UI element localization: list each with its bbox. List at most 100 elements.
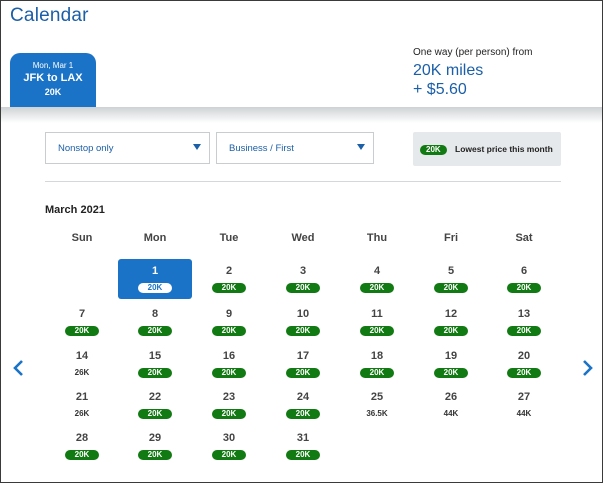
day-number: 4: [373, 265, 381, 277]
day-number: 18: [370, 350, 384, 362]
day-number: 30: [222, 432, 236, 444]
segment-tab[interactable]: Mon, Mar 1 JFK to LAX 20K: [10, 53, 96, 107]
day-cell[interactable]: 5 20K: [414, 259, 488, 299]
lowest-price-pill: 20K: [433, 283, 469, 293]
day-number: 12: [444, 308, 458, 320]
day-number: 11: [371, 308, 383, 320]
day-price: 26K: [74, 409, 90, 418]
day-cell[interactable]: 14 26K: [45, 344, 119, 384]
segment-miles: 20K: [44, 87, 62, 97]
lowest-price-pill: 20K: [506, 326, 542, 336]
day-cell[interactable]: 27 44K: [487, 385, 561, 425]
lowest-price-pill: 20K: [137, 450, 173, 460]
weekday-mon: Mon: [143, 232, 167, 244]
day-cell[interactable]: 30 20K: [192, 426, 266, 466]
day-number: 29: [148, 432, 162, 444]
weekday-tue: Tue: [219, 232, 239, 244]
legend-pill: 20K: [420, 145, 447, 155]
lowest-price-pill: 20K: [433, 368, 469, 378]
day-price: 44K: [516, 409, 532, 418]
day-cell[interactable]: 26 44K: [414, 385, 488, 425]
day-cell[interactable]: 9 20K: [192, 302, 266, 342]
day-cell[interactable]: 21 26K: [45, 385, 119, 425]
day-cell[interactable]: 2 20K: [192, 259, 266, 299]
divider: [45, 181, 561, 182]
lowest-price-pill: 20K: [137, 409, 173, 419]
page-title: Calendar: [10, 5, 89, 26]
day-cell[interactable]: 8 20K: [118, 302, 192, 342]
chevron-left-icon: [13, 360, 23, 376]
day-number: 3: [299, 265, 307, 277]
lowest-price-pill: 20K: [211, 409, 247, 419]
lowest-price-pill: 20K: [359, 326, 395, 336]
day-cell[interactable]: 3 20K: [266, 259, 340, 299]
lowest-price-pill: 20K: [285, 450, 321, 460]
lowest-price-pill: 20K: [285, 368, 321, 378]
day-cell[interactable]: 19 20K: [414, 344, 488, 384]
day-number: 24: [296, 391, 310, 403]
day-number: 7: [78, 308, 86, 320]
day-cell[interactable]: 15 20K: [118, 344, 192, 384]
weekday-sun: Sun: [71, 232, 93, 244]
day-cell[interactable]: 23 20K: [192, 385, 266, 425]
day-number: 17: [296, 350, 310, 362]
prev-month-button[interactable]: [12, 359, 26, 377]
day-number: 10: [296, 308, 310, 320]
lowest-price-pill: 20K: [433, 326, 469, 336]
day-number: 15: [148, 350, 162, 362]
day-number: 31: [296, 432, 310, 444]
cabin-dropdown[interactable]: Business / First: [216, 132, 374, 164]
day-number: 26: [444, 391, 458, 403]
day-cell[interactable]: 24 20K: [266, 385, 340, 425]
lowest-price-pill: 20K: [285, 283, 321, 293]
day-cell[interactable]: 17 20K: [266, 344, 340, 384]
lowest-price-pill: 20K: [506, 283, 542, 293]
day-price: 26K: [74, 368, 90, 377]
day-cell[interactable]: 12 20K: [414, 302, 488, 342]
stops-value: Nonstop only: [58, 143, 114, 154]
day-number: 23: [222, 391, 236, 403]
lowest-price-pill: 20K: [359, 368, 395, 378]
day-cell[interactable]: 20 20K: [487, 344, 561, 384]
day-cell[interactable]: 18 20K: [340, 344, 414, 384]
month-label: March 2021: [45, 204, 105, 216]
day-cell[interactable]: 6 20K: [487, 259, 561, 299]
day-number: 28: [75, 432, 89, 444]
day-number: 1: [151, 265, 159, 277]
lowest-price-pill: 20K: [285, 326, 321, 336]
day-cell[interactable]: 29 20K: [118, 426, 192, 466]
day-number: 13: [517, 308, 531, 320]
day-number: 8: [151, 308, 159, 320]
caret-down-icon: [357, 144, 365, 150]
day-cell[interactable]: 13 20K: [487, 302, 561, 342]
lowest-price-pill: 20K: [137, 368, 173, 378]
day-cell[interactable]: 31 20K: [266, 426, 340, 466]
segment-date: Mon, Mar 1: [32, 61, 74, 70]
day-number: 20: [517, 350, 531, 362]
day-cell[interactable]: 1 20K: [118, 259, 192, 299]
day-number: 2: [225, 265, 233, 277]
day-number: 21: [75, 391, 89, 403]
day-number: 14: [75, 350, 89, 362]
day-cell[interactable]: 11 20K: [340, 302, 414, 342]
day-cell[interactable]: 28 20K: [45, 426, 119, 466]
next-month-button[interactable]: [580, 359, 594, 377]
stops-dropdown[interactable]: Nonstop only: [45, 132, 210, 164]
lowest-price-pill: 20K: [211, 283, 247, 293]
cabin-value: Business / First: [229, 143, 294, 154]
day-cell[interactable]: 16 20K: [192, 344, 266, 384]
weekday-fri: Fri: [443, 232, 459, 244]
day-cell[interactable]: 10 20K: [266, 302, 340, 342]
day-cell[interactable]: 25 36.5K: [340, 385, 414, 425]
day-number: 6: [520, 265, 528, 277]
day-number: 19: [444, 350, 458, 362]
segment-route: JFK to LAX: [23, 72, 83, 84]
day-cell[interactable]: 22 20K: [118, 385, 192, 425]
day-cell[interactable]: 4 20K: [340, 259, 414, 299]
header: Calendar Mon, Mar 1 JFK to LAX 20K One w…: [1, 1, 602, 107]
lowest-price-pill: 20K: [211, 450, 247, 460]
day-cell[interactable]: 7 20K: [45, 302, 119, 342]
price-label: One way (per person) from: [413, 47, 533, 58]
day-number: 27: [517, 391, 531, 403]
